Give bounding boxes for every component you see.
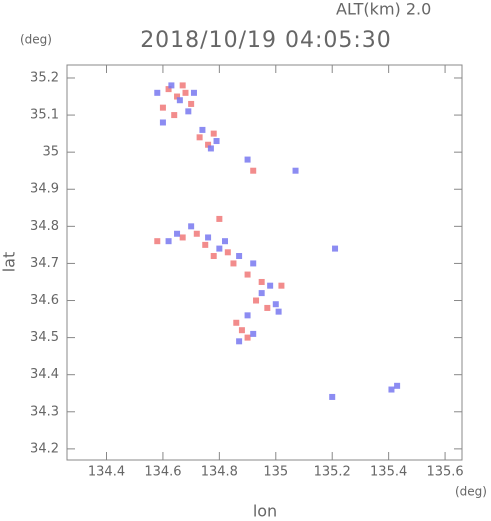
echo-point bbox=[267, 282, 274, 289]
y-tick-label: 35 bbox=[42, 145, 59, 160]
echo-point bbox=[179, 234, 186, 241]
echo-point bbox=[196, 134, 203, 141]
echo-point bbox=[159, 104, 166, 111]
echo-point bbox=[233, 319, 240, 326]
x-tick-label: 135 bbox=[263, 465, 288, 480]
echo-point bbox=[238, 327, 245, 334]
echo-point bbox=[188, 100, 195, 107]
y-tick-label: 35.1 bbox=[30, 108, 59, 123]
echo-point bbox=[253, 297, 260, 304]
echo-point bbox=[244, 271, 251, 278]
echo-point bbox=[188, 223, 195, 230]
echo-point bbox=[165, 86, 172, 93]
y-unit: (deg) bbox=[20, 33, 52, 47]
echo-point bbox=[388, 386, 395, 393]
echo-point bbox=[244, 312, 251, 319]
echo-point bbox=[272, 301, 279, 308]
echo-point bbox=[179, 82, 186, 89]
echo-point bbox=[207, 145, 214, 152]
x-tick-label: 135.6 bbox=[426, 465, 463, 480]
echo-point bbox=[171, 112, 178, 119]
echo-point bbox=[230, 260, 237, 267]
echo-point bbox=[154, 238, 161, 245]
y-tick-label: 34.2 bbox=[30, 441, 59, 456]
echo-point bbox=[264, 304, 271, 311]
echo-point bbox=[258, 290, 265, 297]
echo-point bbox=[244, 156, 251, 163]
x-tick-label: 134.4 bbox=[88, 465, 125, 480]
x-unit: (deg) bbox=[455, 485, 487, 499]
echo-point bbox=[202, 241, 209, 248]
echo-point bbox=[216, 215, 223, 222]
echo-point bbox=[216, 245, 223, 252]
echo-point bbox=[182, 89, 189, 96]
chart-subtitle: ALT(km) 2.0 bbox=[336, 0, 431, 19]
echo-point bbox=[250, 167, 257, 174]
y-tick-label: 34.4 bbox=[30, 367, 59, 382]
plot-frame bbox=[66, 64, 463, 461]
x-tick-label: 135.4 bbox=[370, 465, 407, 480]
echo-point bbox=[236, 338, 243, 345]
echo-point bbox=[154, 89, 161, 96]
y-tick-label: 34.3 bbox=[30, 404, 59, 419]
echo-point bbox=[222, 238, 228, 245]
echo-point bbox=[213, 138, 220, 145]
echo-point bbox=[224, 249, 231, 256]
echo-point bbox=[165, 238, 172, 245]
chart-title: 2018/10/19 04:05:30 bbox=[140, 28, 392, 53]
echo-point bbox=[174, 230, 181, 237]
echo-point bbox=[190, 89, 197, 96]
echo-point bbox=[250, 260, 257, 267]
echo-point bbox=[329, 393, 336, 400]
y-tick-label: 34.6 bbox=[30, 293, 59, 308]
echo-point bbox=[205, 234, 212, 241]
echo-point bbox=[210, 130, 217, 137]
echo-point bbox=[292, 167, 299, 174]
echo-point bbox=[193, 230, 200, 237]
echo-point bbox=[244, 334, 251, 341]
y-tick-label: 34.7 bbox=[30, 256, 59, 271]
echo-point bbox=[174, 93, 181, 100]
echo-point bbox=[176, 97, 183, 104]
x-axis-label: lon bbox=[253, 502, 277, 521]
echo-point bbox=[210, 253, 217, 260]
x-tick-label: 134.8 bbox=[201, 465, 238, 480]
echo-point bbox=[278, 282, 285, 289]
echo-point bbox=[168, 82, 175, 89]
y-tick-label: 34.5 bbox=[30, 330, 59, 345]
y-axis-label: lat bbox=[0, 252, 19, 273]
echo-point bbox=[185, 108, 192, 115]
echo-point bbox=[205, 141, 212, 148]
echo-point bbox=[258, 278, 265, 285]
echo-point bbox=[199, 126, 206, 133]
y-tick-label: 34.9 bbox=[30, 182, 59, 197]
y-tick-label: 34.8 bbox=[30, 219, 59, 234]
echo-point bbox=[250, 330, 257, 337]
echo-point bbox=[275, 308, 282, 315]
x-tick-label: 134.6 bbox=[144, 465, 181, 480]
echo-point bbox=[394, 382, 401, 389]
x-tick-label: 135.2 bbox=[314, 465, 351, 480]
echo-point bbox=[159, 119, 166, 126]
y-tick-label: 35.2 bbox=[30, 70, 59, 85]
echo-point bbox=[236, 253, 243, 260]
echo-point bbox=[332, 245, 339, 252]
